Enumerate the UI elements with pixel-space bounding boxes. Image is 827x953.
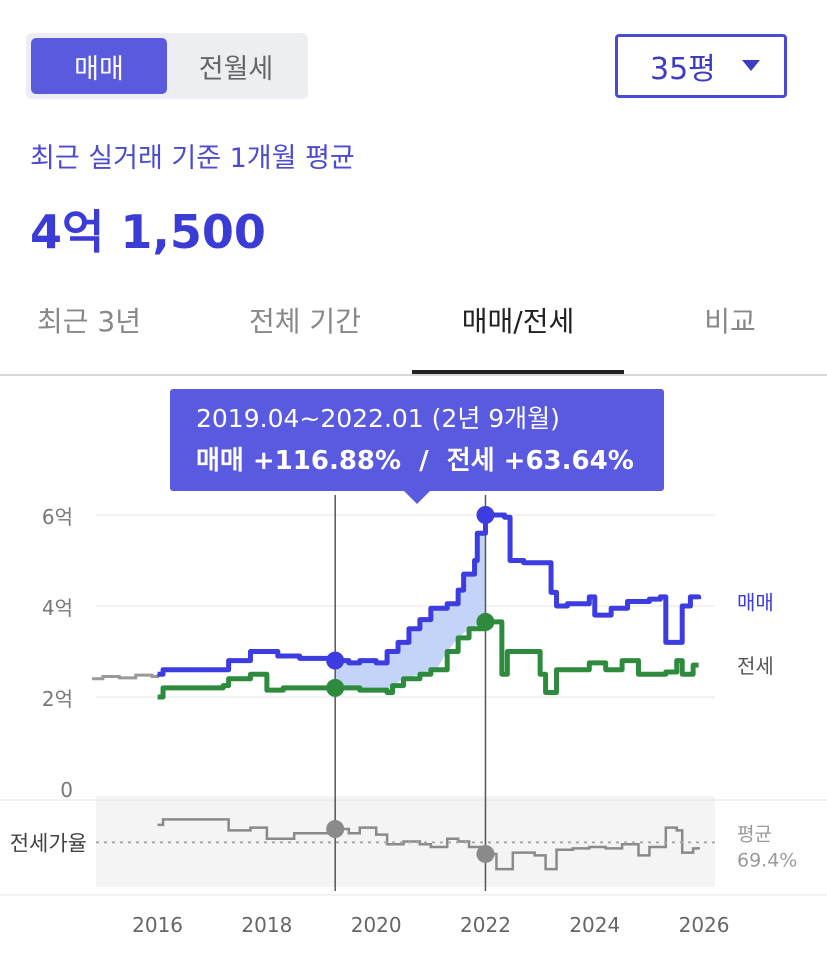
ratio-average-value: 69.4% [737,849,797,871]
x-tick-label: 2024 [569,913,620,937]
trade-type-toggle: 매매 전월세 [26,33,308,99]
tooltip-sale-change: 매매 +116.88% [196,446,402,476]
period-tooltip: 2019.04~2022.01 (2년 9개월) 매매 +116.88% / 전… [170,389,664,491]
tooltip-jeonse-change: 전세 +63.64% [446,446,634,476]
x-tick-label: 2022 [460,913,511,937]
price-basis-label: 최근 실거래 기준 1개월 평균 [30,143,355,174]
y-tick-label: 6억 [42,505,73,529]
sale-toggle-button[interactable]: 매매 [31,38,167,94]
area-dropdown[interactable]: 35평 [615,34,787,98]
data-point-marker [476,844,495,863]
rent-toggle-button[interactable]: 전월세 [198,53,274,85]
y-tick-label: 0 [60,778,73,802]
tab-sale-jeonse[interactable]: 매매/전세 [412,296,624,374]
highlight-area [335,515,486,693]
ratio-axis-label: 전세가율 [10,831,87,855]
x-tick-label: 2018 [241,913,292,937]
series-line-trend [92,673,160,681]
series-line-ratio [157,818,700,871]
period-tabs: 최근 3년 전체 기간 매매/전세 비교 [0,296,827,376]
data-point-marker [326,678,345,697]
x-tick-label: 2016 [132,913,183,937]
tab-recent-3y[interactable]: 최근 3년 [37,305,141,338]
data-point-marker [476,506,495,524]
data-point-marker [326,651,345,670]
ratio-average-title: 평균 [737,823,772,845]
tab-compare[interactable]: 비교 [704,305,756,338]
data-point-marker [476,612,495,631]
area-dropdown-value: 35평 [650,52,716,87]
caret-down-icon [742,60,760,71]
legend-label-jeonse: 전세 [737,654,774,678]
average-price: 4억 1,500 [30,205,266,259]
data-point-marker [326,820,345,839]
tooltip-arrow-icon [402,489,432,504]
x-tick-label: 2020 [351,913,402,937]
x-tick-label: 2026 [679,913,730,937]
y-tick-label: 2억 [42,687,73,711]
tooltip-changes: 매매 +116.88% / 전세 +63.64% [196,439,664,483]
legend-label-sale: 매매 [737,590,774,614]
tooltip-period: 2019.04~2022.01 (2년 9개월) [196,404,560,433]
y-tick-label: 4억 [42,596,73,620]
series-line-jeonse [157,619,699,700]
tooltip-separator: / [419,446,429,476]
tab-all-period[interactable]: 전체 기간 [249,305,361,338]
